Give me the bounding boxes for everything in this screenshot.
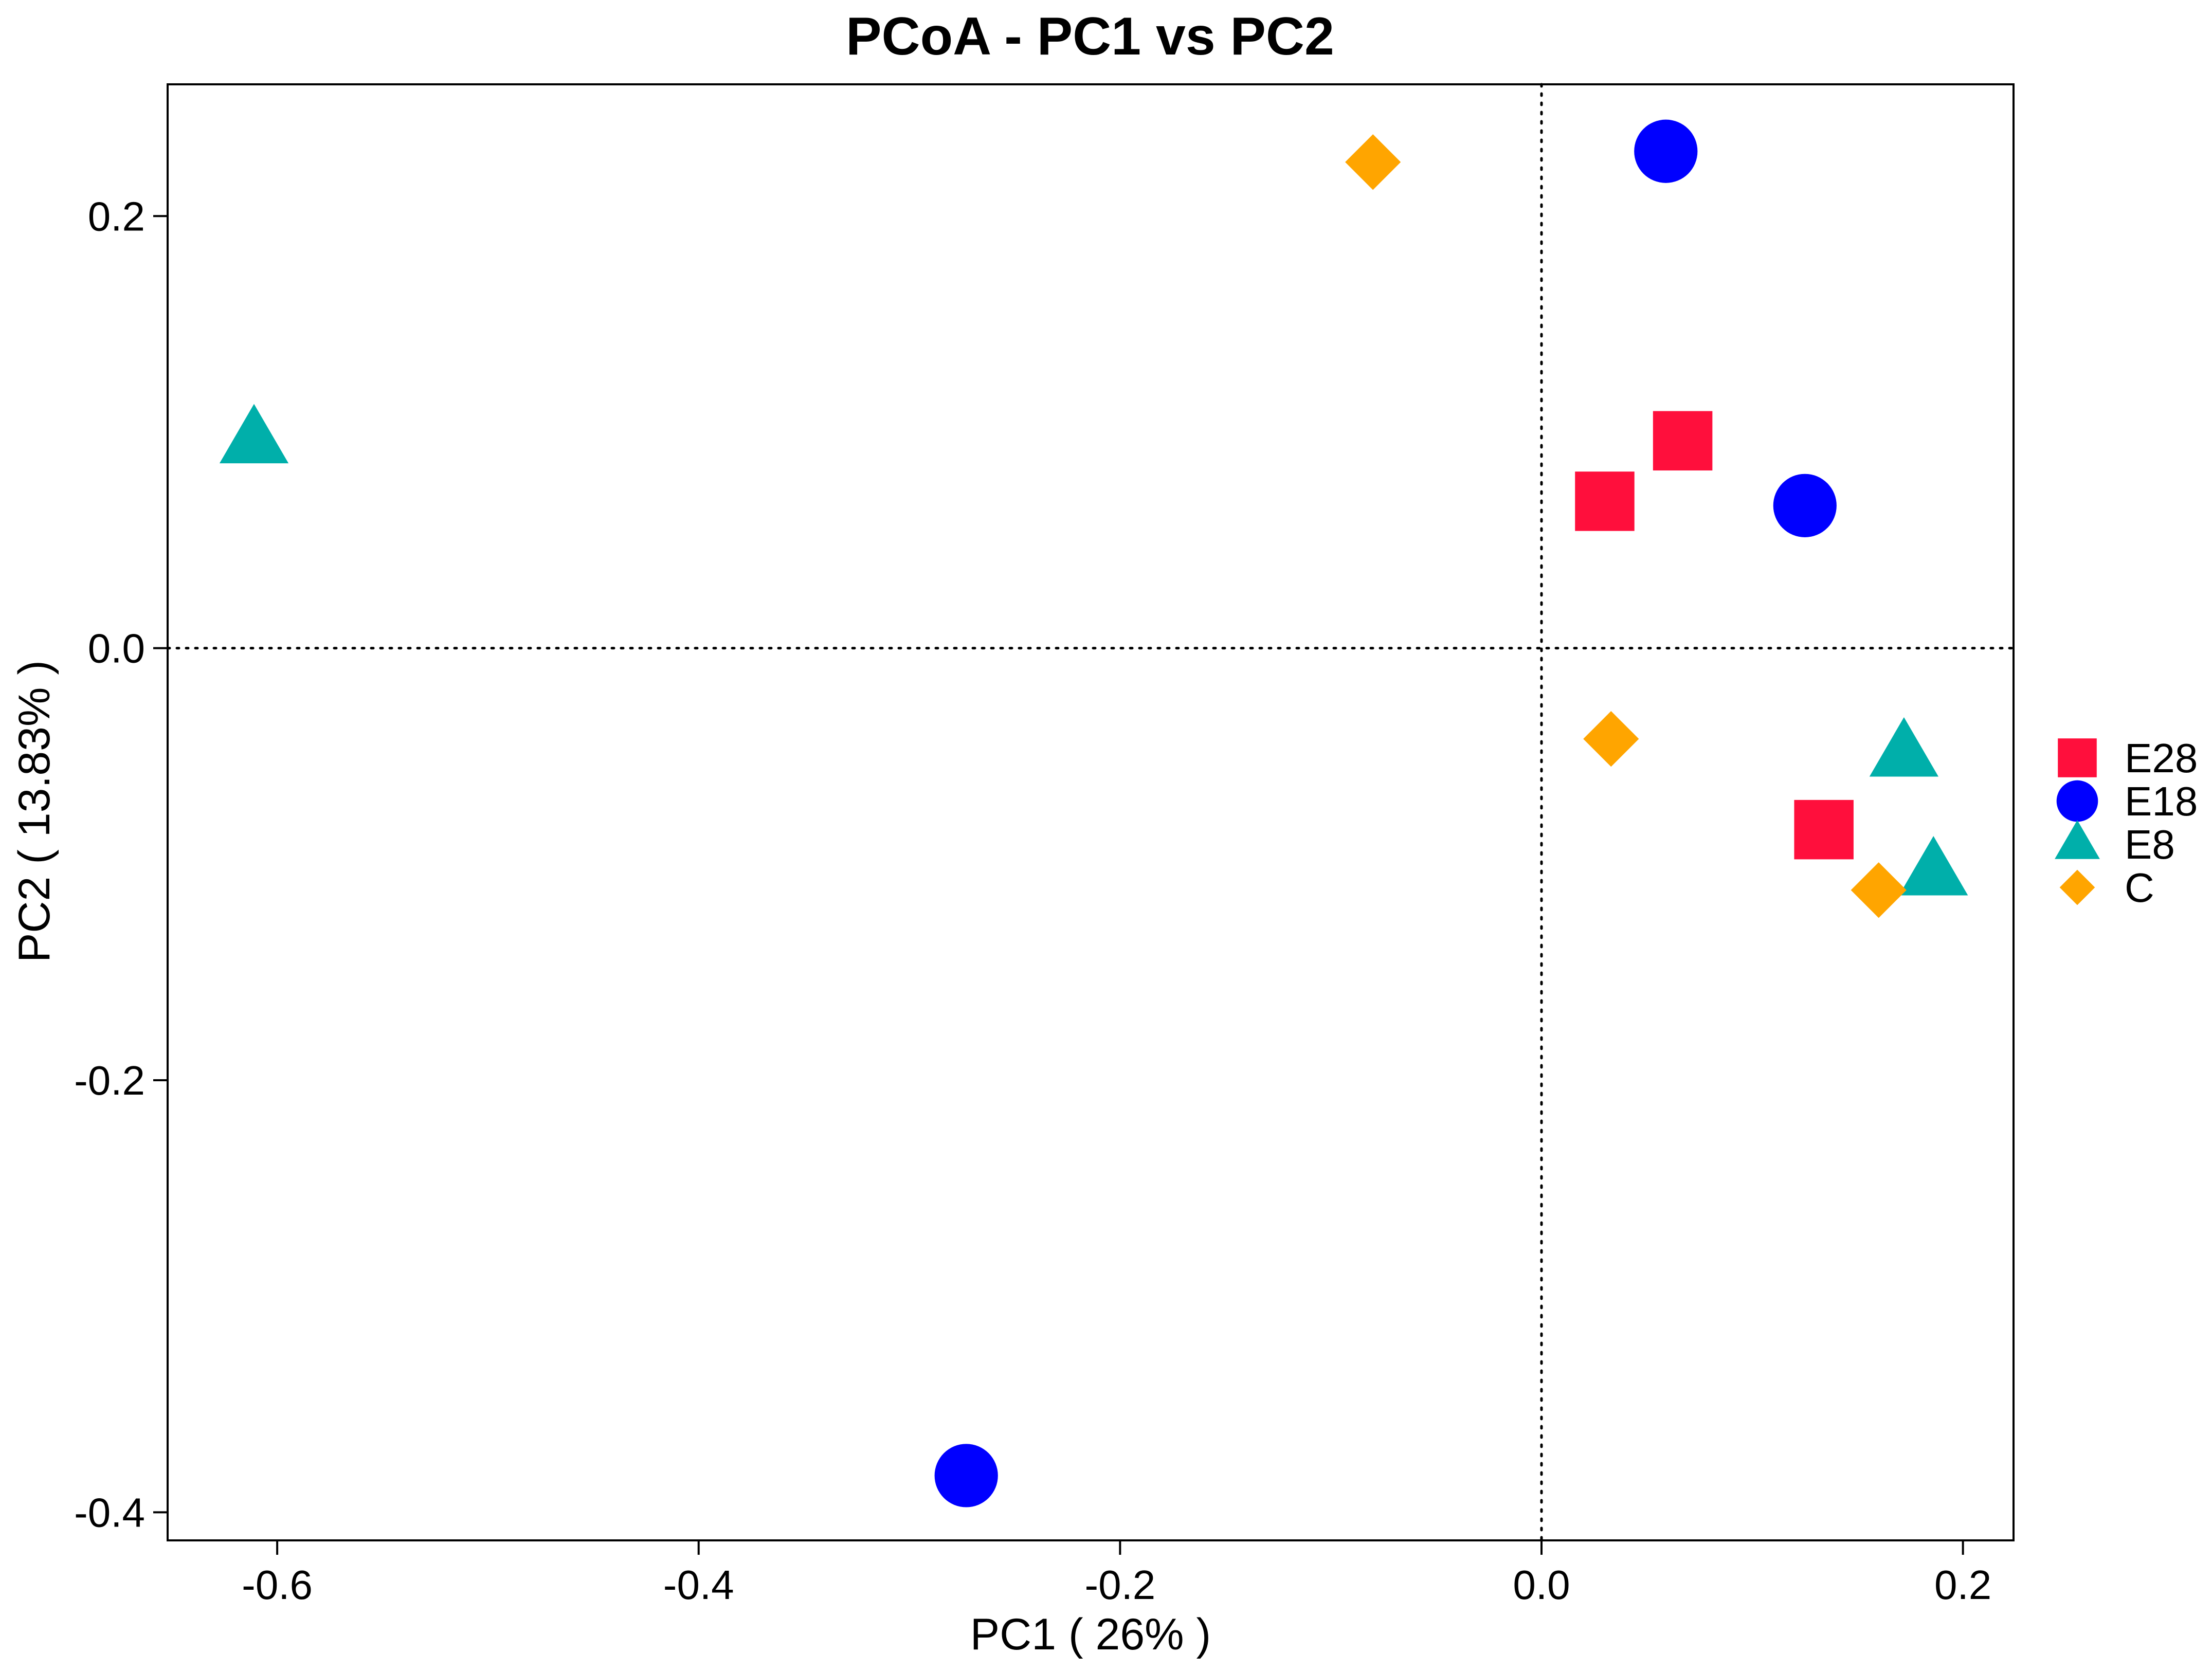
legend-item-e8: E8	[2055, 820, 2175, 867]
series-e18	[934, 119, 1837, 1507]
reference-lines	[166, 83, 2015, 1542]
y-axis: -0.4 -0.2 0.0 0.2	[74, 193, 168, 1535]
y-axis-label: PC2 ( 13.83% )	[10, 660, 59, 962]
legend-item-c: C	[2059, 865, 2154, 911]
x-tick-label: 0.0	[1513, 1562, 1570, 1608]
data-point	[1575, 471, 1635, 531]
plot-frame	[167, 83, 2015, 1541]
x-tick-label: -0.2	[1084, 1562, 1155, 1608]
data-point	[1773, 474, 1837, 537]
data-point	[1653, 411, 1713, 471]
legend-item-e18: E18	[2056, 778, 2198, 824]
data-point	[1869, 717, 1938, 777]
y-tick-label: 0.0	[88, 626, 145, 671]
data-point	[1794, 799, 1854, 860]
chart-title: PCoA - PC1 vs PC2	[846, 7, 1334, 66]
data-point	[219, 404, 289, 464]
data-points	[219, 119, 1968, 1507]
x-axis: -0.6 -0.4 -0.2 0.0 0.2	[242, 1540, 1991, 1608]
legend-key-triangle	[2055, 820, 2100, 859]
x-axis-label: PC1 ( 26% )	[970, 1610, 1211, 1659]
data-point	[1851, 862, 1907, 918]
x-tick-label: 0.2	[1934, 1562, 1991, 1608]
legend-label: E28	[2125, 735, 2198, 781]
legend-key-circle	[2056, 780, 2098, 822]
series-e8	[219, 404, 1968, 896]
series-c	[1345, 134, 1907, 918]
data-point	[934, 1444, 998, 1507]
data-point	[1583, 711, 1639, 767]
y-tick-label: -0.2	[74, 1058, 145, 1103]
series-e28	[1575, 411, 1854, 860]
x-tick-label: -0.6	[242, 1562, 313, 1608]
data-point	[1899, 836, 1968, 896]
legend-label: C	[2125, 865, 2154, 911]
legend-key-diamond	[2059, 869, 2095, 905]
x-tick-label: -0.4	[663, 1562, 734, 1608]
y-tick-label: 0.2	[88, 193, 145, 239]
legend-label: E18	[2125, 778, 2198, 824]
data-point	[1345, 134, 1401, 190]
legend-key-square	[2058, 738, 2097, 777]
data-point	[1634, 119, 1698, 183]
legend-label: E8	[2125, 822, 2175, 867]
y-tick-label: -0.4	[74, 1489, 145, 1535]
legend-item-e28: E28	[2058, 735, 2198, 781]
